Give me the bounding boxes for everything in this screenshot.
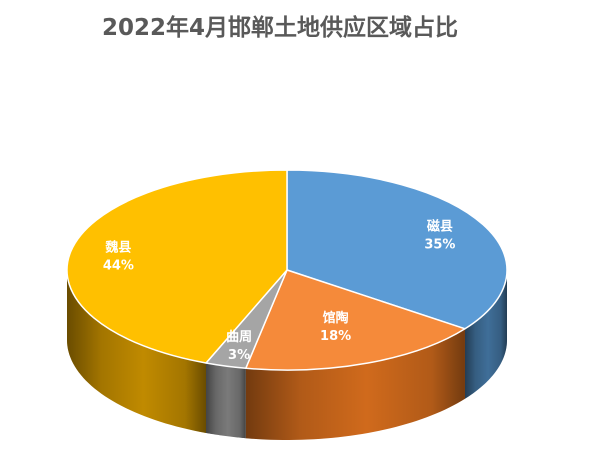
pie-side-曲周 [206, 362, 246, 439]
pie-side-魏县 [67, 270, 207, 433]
slice-value-label: 3% [228, 348, 250, 363]
pie-side-shade [464, 270, 507, 399]
pie-labels: 磁县 35% 馆陶 18% 曲周 3% 魏县 44% [103, 219, 456, 363]
slice-category-label: 魏县 [104, 239, 131, 255]
pie-tops [66, 169, 508, 371]
pie-side-shade [245, 328, 465, 440]
pie-side-馆陶 [245, 328, 465, 440]
pie-side-shade [206, 362, 246, 439]
slice-category-label: 磁县 [427, 219, 453, 235]
slice-category-label: 馆陶 [323, 310, 349, 326]
pie-side-磁县 [464, 270, 507, 399]
slice-value-label: 44% [103, 258, 134, 273]
pie-side-shade [67, 270, 207, 433]
chart-title: 2022年4月邯郸土地供应区域占比 [101, 15, 459, 41]
slice-value-label: 18% [320, 329, 351, 344]
slice-value-label: 35% [424, 238, 455, 253]
slice-category-label: 曲周 [226, 329, 252, 345]
pie-slice-磁县 [286, 169, 508, 330]
pie-slice-馆陶 [245, 269, 466, 371]
pie-sides [67, 270, 507, 440]
pie-slice-魏县 [66, 169, 288, 364]
